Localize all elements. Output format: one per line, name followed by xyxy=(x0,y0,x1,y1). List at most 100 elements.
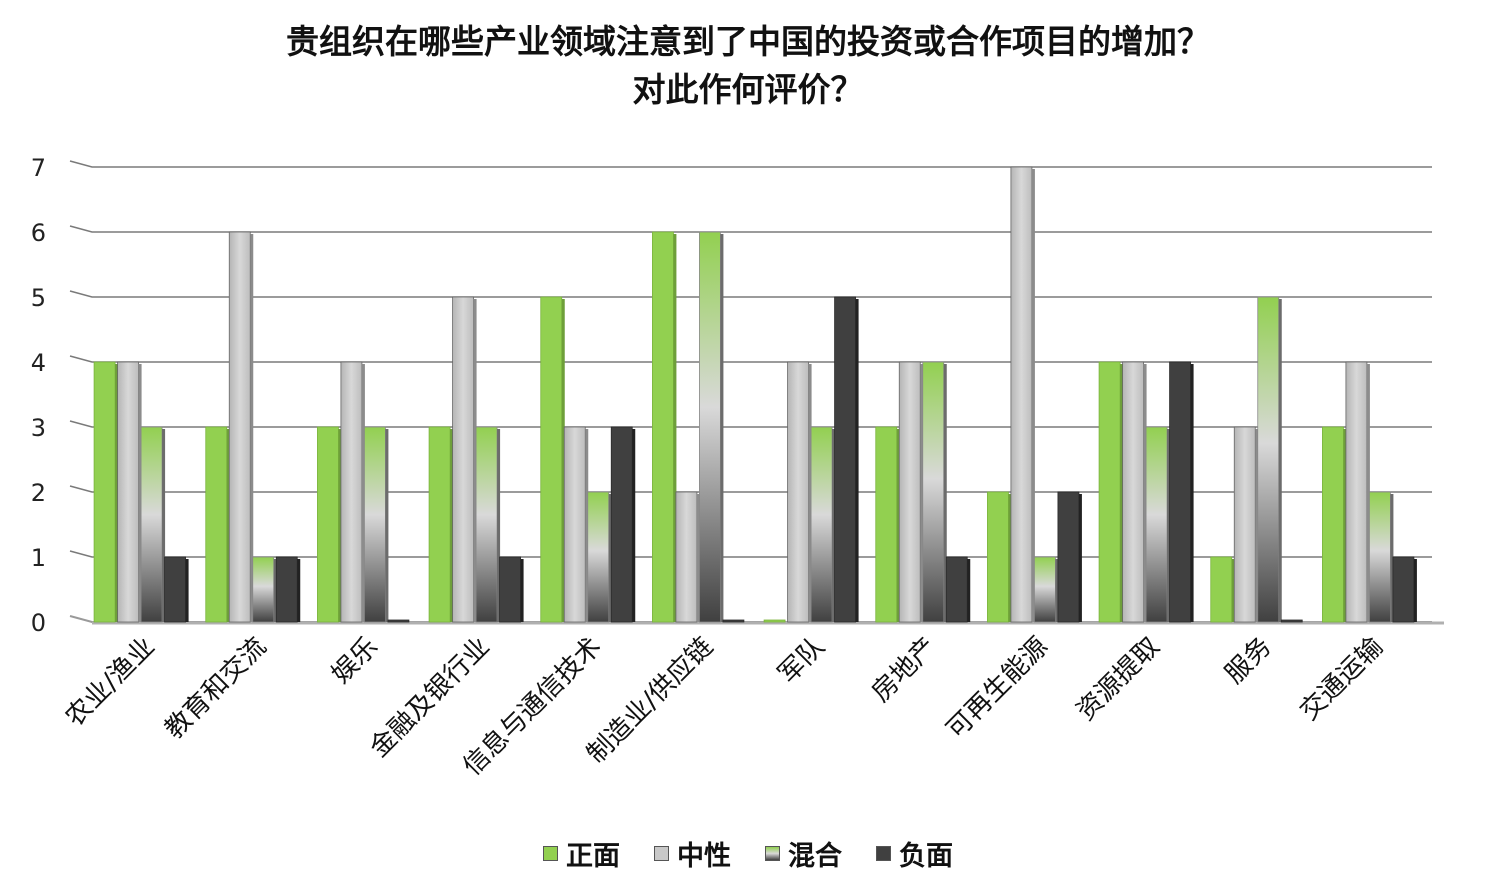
x-tick-label: 交通运输 xyxy=(1294,632,1389,727)
bar xyxy=(1280,619,1303,623)
bar-side xyxy=(1343,429,1347,622)
y-tick-label: 7 xyxy=(31,154,46,182)
bar-side xyxy=(497,429,501,622)
bar xyxy=(1322,426,1344,623)
bar-side xyxy=(1031,169,1035,622)
bar-side xyxy=(361,364,365,622)
bar-side xyxy=(943,364,947,622)
chart-title-line-1: 贵组织在哪些产业领域注意到了中国的投资或合作项目的增加？ xyxy=(286,22,1210,61)
y-tick-label: 6 xyxy=(31,219,46,247)
bar-side xyxy=(185,559,189,622)
bar xyxy=(945,556,968,623)
bar-side xyxy=(1055,559,1059,622)
bar xyxy=(164,556,186,623)
bar-side xyxy=(585,429,589,622)
bar xyxy=(563,426,586,623)
bar xyxy=(987,491,1009,623)
bar xyxy=(1034,556,1056,623)
bar-side xyxy=(673,234,677,622)
x-tick-label: 军队 xyxy=(773,632,831,690)
bar-side xyxy=(273,559,277,622)
bar xyxy=(140,426,163,623)
bar xyxy=(452,296,474,623)
x-tick-label: 资源提取 xyxy=(1071,632,1166,727)
bar-side xyxy=(967,559,971,622)
bar-side xyxy=(855,299,859,622)
bar xyxy=(499,556,521,623)
bar xyxy=(922,361,945,623)
gridlines xyxy=(69,160,1444,625)
x-tick-label: 娱乐 xyxy=(326,632,384,690)
bar-side xyxy=(138,364,142,622)
gridline xyxy=(69,290,1432,298)
x-tick-label: 可再生能源 xyxy=(941,632,1054,745)
gridline xyxy=(69,160,1432,168)
bar xyxy=(317,426,339,623)
y-tick-label: 1 xyxy=(31,544,46,572)
bar xyxy=(1122,361,1144,623)
y-tick-label: 0 xyxy=(31,609,46,637)
bar-side xyxy=(250,234,254,622)
legend-item-positive: 正面 xyxy=(543,834,620,873)
bar-side xyxy=(1120,364,1124,622)
bar-side xyxy=(1231,559,1235,622)
legend: 正面 中性 混合 负面 xyxy=(0,834,1496,873)
bar-side xyxy=(1413,559,1417,622)
legend-swatch-negative xyxy=(876,846,891,861)
bar xyxy=(364,426,386,623)
bar-side xyxy=(338,429,342,622)
bar xyxy=(1057,491,1080,623)
bar xyxy=(1098,361,1121,623)
bar-side xyxy=(696,494,700,622)
bar xyxy=(610,426,633,623)
gridline xyxy=(69,225,1432,233)
bar xyxy=(1257,296,1280,623)
bar xyxy=(228,231,251,623)
y-tick-label: 5 xyxy=(31,284,46,312)
bar-side xyxy=(1278,299,1282,622)
bar-side xyxy=(1078,494,1082,622)
bar-side xyxy=(808,364,812,622)
bar-side xyxy=(115,364,119,622)
x-tick-label: 房地产 xyxy=(866,632,942,708)
bar xyxy=(1210,556,1233,623)
bar xyxy=(475,426,498,623)
bar xyxy=(252,556,275,623)
x-tick-label: 服务 xyxy=(1219,632,1277,690)
y-tick-label: 2 xyxy=(31,479,46,507)
chart-title: 贵组织在哪些产业领域注意到了中国的投资或合作项目的增加？ 对此作何评价？ xyxy=(0,18,1496,114)
bar-side xyxy=(896,429,900,622)
legend-label-positive: 正面 xyxy=(566,841,620,872)
bar-side xyxy=(720,234,724,622)
legend-swatch-mixed xyxy=(765,846,780,861)
bar xyxy=(117,361,139,623)
bar xyxy=(340,361,363,623)
bar xyxy=(810,426,833,623)
legend-label-mixed: 混合 xyxy=(788,841,842,872)
bar-side xyxy=(832,429,836,622)
bar xyxy=(875,426,898,623)
bar xyxy=(834,296,856,623)
bar xyxy=(93,361,116,623)
bar-side xyxy=(226,429,230,622)
bar-side xyxy=(450,429,454,622)
bar-side xyxy=(1167,429,1171,622)
bar-side xyxy=(1190,364,1194,622)
bar-side xyxy=(561,299,565,622)
bar-side xyxy=(520,559,524,622)
gridline xyxy=(69,420,1432,428)
legend-label-neutral: 中性 xyxy=(677,841,731,872)
x-tick-label: 教育和交流 xyxy=(159,632,272,745)
bar-side xyxy=(920,364,924,622)
bar xyxy=(1233,426,1256,623)
bar xyxy=(1345,361,1368,623)
bar xyxy=(1010,166,1033,623)
bar-side xyxy=(385,429,389,622)
bar xyxy=(1392,556,1415,623)
bar-side xyxy=(162,429,166,622)
bar xyxy=(898,361,921,623)
bar xyxy=(675,491,698,623)
legend-item-negative: 负面 xyxy=(876,834,953,873)
